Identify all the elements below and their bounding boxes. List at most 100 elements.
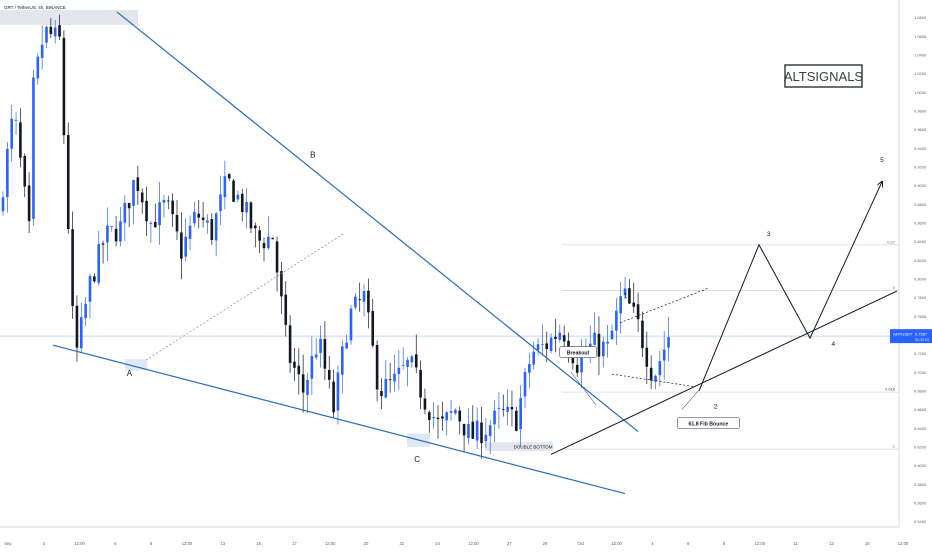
y-tick-18: 0.7200 — [914, 351, 927, 356]
candle-body — [519, 398, 522, 430]
x-tick-18: 4 — [651, 541, 654, 546]
x-tick-9: 12:00 — [325, 541, 336, 546]
y-tick-1: 1.0600 — [914, 34, 927, 39]
candle-body — [262, 243, 266, 249]
y-tick-13: 0.8200 — [914, 258, 927, 263]
candle-body — [575, 364, 579, 373]
candle-body — [332, 381, 335, 413]
candle-body — [501, 409, 505, 410]
current-price-tag: GRTUSDT 0.7387 01:33:03 — [890, 329, 932, 344]
candle-body — [201, 217, 205, 220]
price-tag-value: 0.7387 — [915, 332, 928, 337]
drawings — [52, 11, 898, 495]
candle-body — [467, 423, 470, 438]
candle-body — [27, 185, 31, 222]
candle-body — [80, 317, 83, 349]
x-tick-12: 24 — [435, 541, 440, 546]
candle-body — [119, 221, 122, 242]
breakout-pointer — [570, 372, 597, 406]
candle-body — [136, 177, 140, 192]
candle-body — [358, 299, 361, 301]
candle-body — [541, 343, 544, 345]
time-axis[interactable] — [0, 526, 932, 550]
candle-body — [419, 370, 422, 398]
candle-body — [66, 135, 70, 230]
candle-body — [297, 365, 301, 375]
candle-body — [445, 412, 448, 421]
x-tick-4: 8 — [150, 541, 153, 546]
watermark-text: ALTSIGNALS — [784, 69, 864, 84]
candle-body — [62, 37, 66, 136]
candle-body — [423, 398, 427, 410]
candle-body — [654, 375, 657, 382]
candle-body — [341, 346, 344, 375]
candle-body — [171, 200, 174, 215]
candle-body — [106, 225, 109, 243]
candle-body — [45, 26, 48, 43]
wave-label-2: C — [414, 455, 420, 464]
candle-body — [188, 225, 192, 239]
wave-label-1: B — [310, 151, 315, 160]
y-tick-4: 1.0000 — [914, 90, 927, 95]
ab-dotted-line — [145, 233, 344, 361]
candle-body — [436, 417, 440, 420]
x-tick-22: 11 — [793, 541, 798, 546]
candle-body — [132, 179, 135, 206]
x-tick-3: 6 — [114, 541, 117, 546]
candle-body — [510, 406, 514, 410]
candle-body — [484, 434, 488, 442]
candle-body — [536, 344, 540, 351]
candle-body — [488, 425, 492, 436]
candle-body — [36, 56, 40, 79]
x-tick-17: 12:00 — [611, 541, 622, 546]
candle-body — [558, 332, 562, 340]
candle-body — [193, 211, 196, 224]
y-tick-5: 0.9800 — [914, 108, 927, 113]
x-tick-5: 12:00 — [182, 541, 193, 546]
wave-label-5: 3 — [767, 231, 771, 238]
y-tick-6: 0.9600 — [914, 127, 927, 132]
callout-box-8 — [559, 346, 597, 358]
candle-body — [406, 359, 409, 367]
candle-body — [545, 343, 549, 350]
candle-body — [619, 296, 622, 314]
y-tick-20: 0.6800 — [914, 389, 927, 394]
candle-body — [123, 202, 127, 223]
candle-body — [632, 302, 636, 307]
projection-path — [698, 182, 882, 392]
price-tag-symbol: GRTUSDT — [893, 332, 913, 337]
y-tick-3: 1.0200 — [914, 71, 927, 76]
candle-body — [554, 336, 557, 339]
candle-body — [301, 374, 305, 393]
callout-box-9 — [677, 417, 740, 429]
candle-body — [397, 367, 401, 375]
candle-body — [641, 320, 644, 349]
candle-body — [180, 232, 183, 259]
x-tick-16: Oct — [578, 541, 585, 546]
candle-body — [354, 296, 357, 308]
highlight-zones — [0, 10, 553, 452]
y-tick-22: 0.6400 — [914, 426, 927, 431]
wave-label-6: 4 — [832, 341, 836, 348]
candle-body — [362, 291, 366, 302]
candle-body — [662, 349, 666, 361]
candle-body — [6, 148, 9, 198]
candle-body — [367, 290, 370, 313]
candle-body — [127, 202, 131, 209]
price-axis[interactable] — [898, 0, 932, 550]
candle-body — [284, 294, 288, 325]
y-tick-19: 0.7000 — [914, 370, 927, 375]
y-tick-14: 0.8000 — [914, 277, 927, 282]
candle-body — [167, 200, 170, 202]
candle-body — [449, 411, 453, 413]
candle-body — [645, 347, 649, 367]
candle-body — [197, 213, 201, 218]
x-tick-10: 20 — [364, 541, 369, 546]
candle-body — [158, 202, 161, 226]
candle-body — [140, 192, 144, 203]
y-tick-16: 0.7600 — [914, 314, 927, 319]
candle-body — [249, 202, 253, 229]
candle-body — [393, 373, 396, 382]
